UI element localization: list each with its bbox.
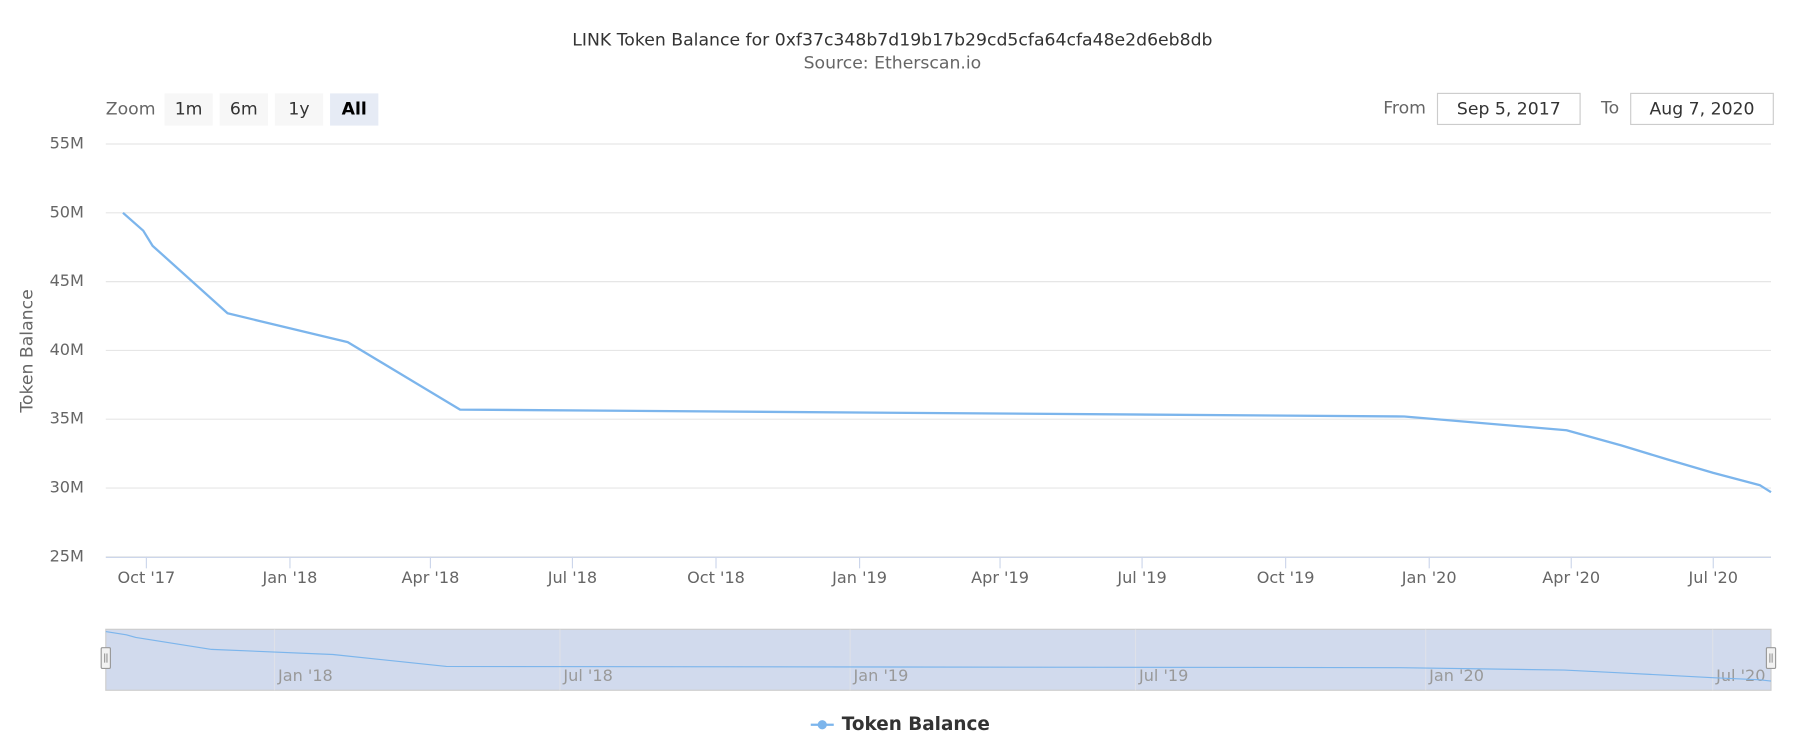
navigator-tick-label: Jan '20	[1428, 666, 1484, 685]
x-tick-label: Oct '17	[117, 568, 175, 587]
series-line	[122, 211, 1772, 494]
y-axis-label: Token Balance	[18, 289, 38, 413]
navigator-tick-label: Jul '19	[1138, 666, 1188, 685]
y-tick-label: 50M	[50, 202, 84, 221]
navigator-line	[105, 631, 1772, 682]
from-input[interactable]	[1436, 92, 1581, 126]
legend-label[interactable]: Token Balance	[842, 714, 990, 735]
x-tick-label: Jul '19	[1116, 568, 1166, 587]
zoom-button[interactable]	[164, 93, 213, 126]
from-value[interactable]: Sep 5, 2017	[1457, 100, 1561, 120]
zoom-button[interactable]	[274, 93, 324, 126]
y-tick-label: 55M	[50, 134, 84, 153]
x-tick-label: Apr '19	[971, 568, 1029, 587]
to-value[interactable]: Aug 7, 2020	[1649, 100, 1754, 120]
zoom-button-label[interactable]: 1y	[288, 100, 309, 120]
y-tick-label: 45M	[50, 271, 84, 290]
chart-title: LINK Token Balance for 0xf37c348b7d19b17…	[572, 31, 1212, 51]
navigator-tick-label: Jul '18	[562, 666, 612, 685]
zoom-label: Zoom	[106, 100, 156, 120]
zoom-button[interactable]	[219, 93, 268, 126]
x-tick-label: Jul '18	[547, 568, 597, 587]
x-tick-label: Apr '18	[401, 568, 459, 587]
x-tick-label: Jul '20	[1688, 568, 1738, 587]
legend-symbol-marker[interactable]	[817, 720, 827, 730]
chart-subtitle: Source: Etherscan.io	[804, 54, 982, 74]
to-label: To	[1600, 98, 1619, 118]
to-input[interactable]	[1630, 92, 1774, 126]
navigator-mask	[105, 628, 1772, 691]
x-tick-label: Jan '20	[1401, 568, 1457, 587]
navigator-tick-label: Jul '20	[1715, 666, 1765, 685]
zoom-button-label[interactable]: 1m	[175, 100, 203, 120]
navigator-tick-label: Jan '18	[277, 666, 333, 685]
zoom-button-label[interactable]: All	[342, 100, 367, 120]
zoom-button[interactable]	[330, 93, 379, 126]
x-tick-label: Oct '18	[687, 568, 745, 587]
zoom-button-label[interactable]: 6m	[230, 100, 258, 120]
navigator-tick-label: Jan '19	[853, 666, 909, 685]
y-tick-label: 30M	[50, 478, 84, 497]
y-tick-label: 40M	[50, 340, 84, 359]
y-tick-label: 35M	[50, 409, 84, 428]
x-tick-label: Apr '20	[1542, 568, 1600, 587]
navigator-handle[interactable]	[100, 647, 111, 669]
x-tick-label: Jan '19	[831, 568, 887, 587]
x-tick-label: Oct '19	[1257, 568, 1315, 587]
x-tick-label: Jan '18	[262, 568, 318, 587]
navigator-handle[interactable]	[1765, 647, 1777, 669]
from-label: From	[1383, 98, 1426, 118]
y-tick-label: 25M	[50, 546, 84, 565]
